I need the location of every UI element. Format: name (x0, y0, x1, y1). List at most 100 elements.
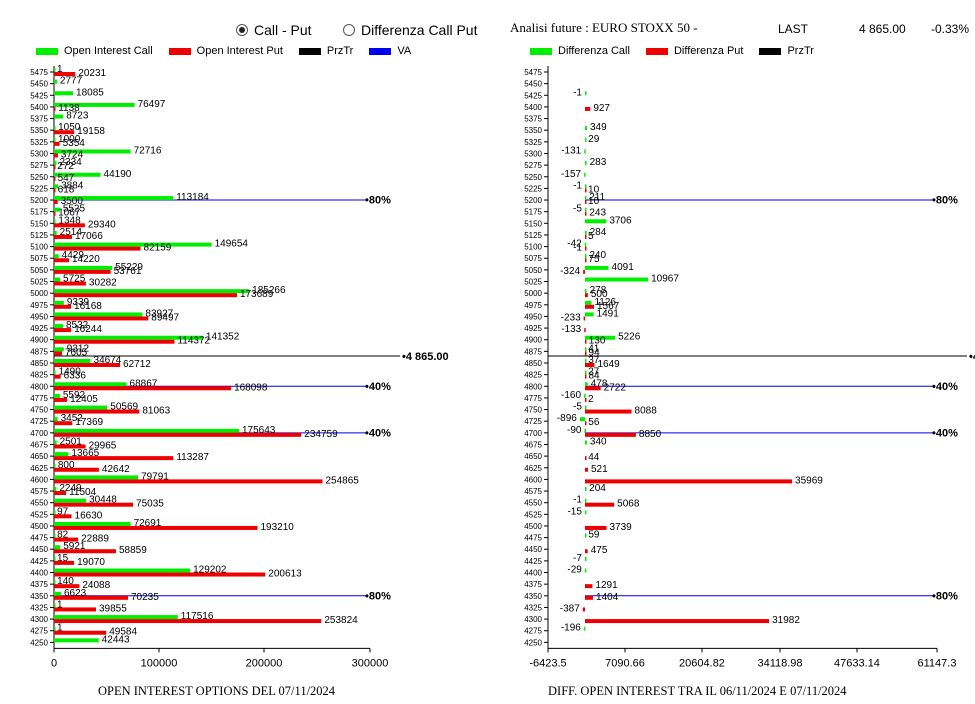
call-value-label: 42443 (102, 634, 130, 645)
put-bar (584, 525, 607, 530)
call-put-radio[interactable]: Call - Put (236, 22, 312, 38)
put-value-label: 1567 (597, 301, 620, 312)
call-value-label: 175643 (242, 425, 276, 436)
call-bar (54, 91, 74, 96)
put-value-label: 53761 (114, 266, 142, 277)
put-bar (54, 293, 237, 298)
put-value-label: 14220 (72, 254, 100, 265)
call-value-label: 50569 (110, 402, 138, 413)
put-value-label: 618 (58, 184, 75, 195)
call-value-label: 10967 (651, 274, 679, 285)
call-value-label: 15 (57, 553, 69, 564)
call-bar (584, 91, 587, 96)
call-bar (584, 219, 607, 224)
call-value-label: -157 (561, 169, 581, 180)
put-value-label: 19070 (77, 557, 105, 568)
put-bar (584, 584, 593, 589)
call-value-label: 1 (57, 64, 63, 75)
put-bar (584, 421, 587, 426)
put-bar (54, 421, 73, 426)
put-bar (584, 409, 632, 414)
call-bar (54, 580, 56, 585)
put-bar (54, 106, 56, 111)
put-bar (54, 595, 128, 600)
call-value-label: -131 (561, 145, 581, 156)
call-bar (54, 510, 56, 515)
y-tick-label: 4650 (30, 452, 48, 461)
y-tick-label: 4275 (30, 627, 48, 636)
put-value-label: 1291 (595, 580, 618, 591)
y-tick-label: 4600 (30, 475, 48, 484)
call-value-label: 37 (588, 355, 600, 366)
y-tick-label: 4825 (524, 371, 542, 380)
call-bar (54, 126, 56, 131)
call-bar (54, 638, 99, 643)
y-tick-label: 4725 (524, 417, 542, 426)
y-tick-label: 4925 (524, 324, 542, 333)
y-tick-label: 4975 (524, 301, 542, 310)
call-bar (54, 137, 56, 142)
call-value-label: 72691 (134, 518, 162, 529)
legend-label: PrzTr (787, 45, 814, 57)
call-bar (54, 591, 61, 596)
call-bar (54, 498, 87, 503)
y-tick-label: 5200 (30, 196, 48, 205)
put-value-label: 2722 (604, 382, 627, 393)
put-bar (54, 514, 72, 519)
put-bar (584, 397, 587, 402)
put-value-label: 168098 (234, 382, 268, 393)
y-tick-label: 4500 (524, 522, 542, 531)
y-tick-label: 4575 (30, 487, 48, 496)
put-value-label: 82159 (144, 243, 172, 254)
call-bar (584, 347, 587, 352)
x-tick-label: 20604.82 (679, 657, 725, 669)
put-bar (54, 537, 79, 542)
legend-swatch (36, 47, 58, 55)
radio-unselected-icon[interactable] (343, 24, 355, 36)
put-value-label: 3739 (610, 522, 633, 533)
call-value-label: 2334 (59, 157, 82, 168)
put-value-label: 58859 (119, 545, 147, 556)
call-bar (54, 603, 56, 608)
y-tick-label: 5250 (30, 173, 48, 182)
y-tick-label: 4925 (30, 324, 48, 333)
call-value-label: 349 (590, 122, 607, 133)
put-value-label: -324 (560, 266, 580, 277)
y-tick-label: 5150 (524, 219, 542, 228)
call-value-label: -1 (573, 180, 582, 191)
put-bar (584, 363, 595, 367)
put-value-label: 1067 (58, 208, 81, 219)
put-bar (54, 432, 302, 437)
put-value-label: 30282 (89, 278, 117, 289)
call-value-label: 3452 (61, 413, 84, 424)
call-bar (584, 196, 587, 201)
y-tick-label: 5100 (524, 243, 542, 252)
call-value-label: 1126 (594, 297, 616, 308)
call-bar (584, 242, 587, 247)
call-bar (584, 382, 588, 387)
put-value-label: 1649 (597, 359, 620, 370)
y-tick-label: 5025 (524, 278, 542, 287)
legend-item-va: VA (369, 45, 411, 57)
put-value-label: -233 (561, 312, 581, 323)
call-bar (54, 615, 178, 620)
y-tick-label: 4725 (30, 417, 48, 426)
radio-selected-icon[interactable] (236, 24, 248, 36)
call-bar (584, 335, 616, 340)
y-tick-label: 4675 (30, 440, 48, 449)
put-bar (54, 328, 72, 333)
put-bar (54, 560, 75, 565)
call-value-label: -5 (573, 204, 582, 215)
call-bar (54, 242, 212, 247)
y-tick-label: 5175 (30, 208, 48, 217)
y-tick-label: 4250 (30, 638, 48, 647)
legend-item-diff-call: Differenza Call (530, 45, 630, 57)
y-tick-label: 5050 (30, 266, 48, 275)
call-value-label: 3884 (61, 180, 84, 191)
future-title: Analisi future : EURO STOXX 50 - (510, 20, 698, 35)
call-bar (54, 196, 174, 201)
diff-call-put-radio[interactable]: Differenza Call Put (343, 22, 477, 38)
put-bar (582, 607, 585, 612)
call-value-label: 27 (588, 367, 600, 378)
put-value-label: 62712 (123, 359, 151, 370)
